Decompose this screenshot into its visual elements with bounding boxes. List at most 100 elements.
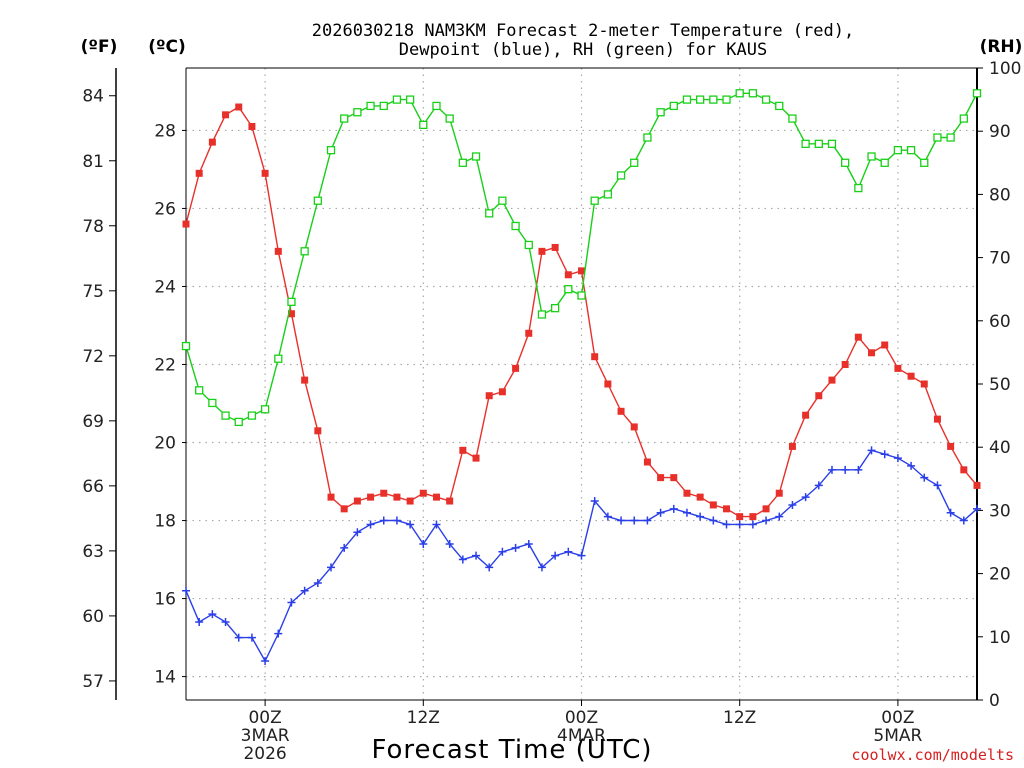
dewpoint-point	[959, 516, 968, 525]
rh-point	[841, 158, 850, 167]
temperature-point	[578, 267, 585, 275]
dewpoint-point	[287, 598, 296, 607]
temperature-point	[762, 505, 770, 513]
temperature-point	[894, 364, 902, 372]
dewpoint-point	[630, 516, 639, 525]
dewpoint-point	[300, 586, 309, 595]
rh-point	[208, 398, 217, 408]
temperature-point	[907, 372, 915, 380]
rh-point	[735, 89, 744, 98]
rh-tick-label: 10	[989, 628, 1011, 648]
temperature-point	[353, 497, 361, 505]
temperature-point	[670, 474, 678, 482]
rh-point	[972, 89, 982, 98]
temperature-point	[301, 376, 309, 384]
temperature-point	[419, 489, 427, 497]
rh-point	[195, 386, 204, 395]
rh-tick-label: 40	[989, 438, 1011, 458]
temperature-point	[815, 392, 823, 400]
dewpoint-point	[775, 512, 784, 521]
fahrenheit-tick-label: 75	[82, 282, 104, 302]
dewpoint-point	[524, 539, 533, 548]
temperature-point	[222, 111, 230, 119]
x-tick-label: 4MAR	[557, 726, 606, 746]
rh-point	[471, 152, 481, 161]
celsius-tick-label: 14	[154, 668, 176, 688]
temperature-point	[393, 493, 401, 501]
dewpoint-point	[748, 520, 757, 529]
dewpoint-point	[827, 465, 836, 474]
series-rh	[181, 89, 982, 427]
dewpoint-point	[379, 516, 388, 525]
dewpoint-point	[907, 461, 916, 470]
dewpoint-point	[485, 563, 494, 572]
dewpoint-point	[709, 516, 718, 525]
dewpoint-point	[340, 543, 349, 552]
dewpoint-point	[735, 520, 744, 529]
rh-point	[709, 95, 718, 104]
rh-point	[405, 95, 415, 104]
temperature-point	[604, 380, 612, 388]
rh-point	[313, 196, 322, 205]
rh-point	[643, 133, 652, 142]
credit-label: coolwx.com/modelts	[851, 746, 1014, 764]
rh-point	[181, 341, 191, 351]
fahrenheit-tick-label: 81	[82, 152, 104, 172]
temperature-point	[960, 466, 968, 474]
rh-point	[485, 209, 494, 218]
rh-point	[854, 183, 863, 193]
celsius-tick-label: 22	[154, 355, 176, 375]
series-dewpoint	[182, 446, 981, 665]
rh-point	[616, 171, 626, 180]
dewpoint-point	[643, 516, 652, 525]
dewpoint-point	[973, 504, 981, 513]
temperature-point	[367, 493, 375, 501]
rh-point	[445, 114, 454, 123]
rh-point	[300, 247, 309, 256]
rh-tick-label: 0	[989, 691, 1000, 711]
series-temperature	[182, 103, 981, 521]
dewpoint-point	[537, 563, 546, 572]
celsius-tick-label: 26	[154, 199, 176, 219]
temperature-point	[432, 493, 440, 501]
fahrenheit-unit-label: (ºF)	[81, 37, 118, 57]
dewpoint-point	[814, 481, 823, 490]
temperature-point	[868, 349, 876, 357]
rh-point	[590, 196, 599, 205]
x-axis-title: Forecast Time (UTC)	[371, 735, 652, 765]
rh-tick-label: 80	[989, 185, 1011, 205]
dewpoint-point	[406, 520, 415, 529]
dewpoint-point	[696, 512, 705, 521]
rh-point	[537, 310, 547, 319]
temperature-point	[841, 360, 849, 368]
temperature-point	[287, 310, 295, 318]
rh-point	[353, 108, 362, 117]
rh-point	[550, 304, 560, 313]
temperature-point	[340, 505, 348, 513]
temperature-point	[551, 243, 559, 251]
rh-point	[432, 101, 441, 111]
rh-point	[287, 297, 296, 306]
dewpoint-point	[551, 551, 560, 560]
temperature-point	[854, 333, 862, 341]
temperature-point	[973, 481, 981, 489]
x-tick-label: 12Z	[723, 708, 756, 728]
dewpoint-point	[445, 539, 454, 548]
dewpoint-point	[893, 454, 902, 463]
celsius-tick-label: 20	[154, 434, 176, 454]
rh-point	[880, 158, 889, 167]
chart-title-line1: 2026030218 NAM3KM Forecast 2-meter Tempe…	[312, 21, 854, 41]
dewpoint-point	[182, 586, 190, 595]
temperature-point	[749, 513, 757, 521]
dewpoint-point	[854, 465, 863, 474]
rh-point	[656, 108, 665, 117]
dewpoint-point	[261, 656, 270, 665]
temperature-point	[630, 423, 638, 431]
rh-point	[326, 146, 336, 155]
rh-point	[392, 95, 402, 104]
grid-lines	[186, 68, 977, 700]
rh-point	[867, 152, 876, 161]
temperature-point	[235, 103, 243, 111]
rh-point	[788, 114, 797, 123]
temperature-point	[617, 407, 625, 415]
